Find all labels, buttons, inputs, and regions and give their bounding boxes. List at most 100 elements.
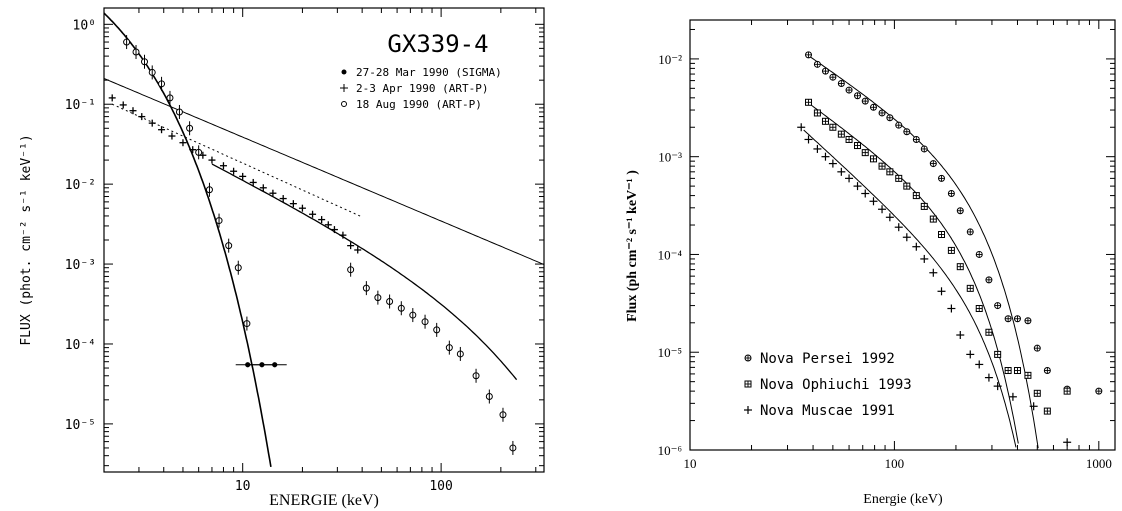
data-point <box>1063 438 1072 447</box>
data-point <box>1024 371 1032 379</box>
data-point <box>813 60 821 68</box>
data-point <box>805 51 813 59</box>
data-point <box>985 276 993 284</box>
data-point <box>837 130 845 138</box>
data-point <box>853 182 862 191</box>
data-point <box>929 215 937 223</box>
data-point <box>947 246 955 254</box>
legend: 27-28 Mar 1990 (SIGMA) 2-3 Apr 1990 (ART-… <box>340 66 502 111</box>
data-point <box>895 121 903 129</box>
data-point <box>108 94 116 102</box>
data-point <box>903 182 911 190</box>
data-point <box>821 117 829 125</box>
data-point <box>937 287 946 296</box>
y-tick-label: 10⁻⁴ <box>658 247 683 262</box>
data-point <box>499 407 507 422</box>
y-tick-label: 10⁻³ <box>658 150 682 165</box>
data-point <box>993 382 1002 391</box>
data-point <box>966 228 974 236</box>
x-axis-label: Energie (keV) <box>863 492 943 507</box>
data-point <box>1013 315 1021 323</box>
data-point <box>148 119 156 127</box>
chart-title: GX339-4 <box>387 30 488 58</box>
data-point <box>138 113 146 121</box>
y-ticks: 10⁰ 10⁻¹ 10⁻² 10⁻³ 10⁻⁴ 10⁻⁵ <box>65 18 544 467</box>
data-point <box>225 238 233 253</box>
data-point <box>362 281 370 296</box>
x-ticks: 10 100 <box>103 8 537 494</box>
data-point <box>869 103 877 111</box>
data-point <box>1004 367 1012 375</box>
data-point <box>837 80 845 88</box>
data-point <box>179 139 187 147</box>
x-tick-label: 1000 <box>1086 456 1112 471</box>
data-point <box>208 156 216 164</box>
data-point <box>472 368 480 383</box>
data-point <box>186 121 194 136</box>
legend-label: 2-3 Apr 1990 (ART-P) <box>356 82 488 95</box>
data-point <box>878 205 887 214</box>
data-point <box>929 268 938 277</box>
data-point <box>309 210 317 218</box>
data-point <box>956 263 964 271</box>
legend-label: 27-28 Mar 1990 (SIGMA) <box>356 66 502 79</box>
legend-item: 2-3 Apr 1990 (ART-P) <box>340 82 488 95</box>
data-point <box>298 204 306 212</box>
data-point <box>168 132 176 140</box>
data-point <box>886 168 894 176</box>
data-point <box>994 302 1002 310</box>
data-point <box>878 109 886 117</box>
data-point <box>938 230 946 238</box>
data-point <box>878 162 886 170</box>
data-point <box>947 304 956 313</box>
data-point <box>985 328 993 336</box>
data-point <box>886 114 894 122</box>
data-point <box>1024 317 1032 325</box>
legend-marker <box>744 354 752 362</box>
data-points <box>108 35 517 455</box>
legend-label: Nova Muscae 1991 <box>760 403 895 419</box>
data-point <box>421 314 429 329</box>
dotted-power-law <box>111 103 363 218</box>
legend-marker <box>744 380 752 388</box>
data-point <box>845 86 853 94</box>
legend-item: 27-28 Mar 1990 (SIGMA) <box>341 66 502 79</box>
x-ticks: 10 100 1000 <box>684 20 1112 471</box>
data-point <box>894 223 903 232</box>
y-tick-label: 10⁻² <box>658 52 682 67</box>
data-point <box>324 221 332 229</box>
data-point <box>975 305 983 313</box>
data-point <box>330 226 338 234</box>
data-point <box>912 135 920 143</box>
legend-item: Nova Ophiuchi 1993 <box>744 377 912 393</box>
data-point <box>339 231 347 239</box>
data-point <box>1029 402 1038 411</box>
data-point <box>397 301 405 316</box>
data-point <box>215 213 223 228</box>
plot-frame <box>689 19 1116 451</box>
data-point <box>1063 387 1071 395</box>
data-point <box>269 189 277 197</box>
data-point <box>374 290 382 305</box>
data-point <box>445 340 453 355</box>
data-point <box>141 54 149 69</box>
data-point <box>485 389 493 404</box>
data-point <box>861 149 869 157</box>
legend-label: 18 Aug 1990 (ART-P) <box>356 98 482 111</box>
data-point <box>813 144 822 153</box>
chart-novae: 10 100 1000 10⁻² 10⁻³ 10⁻⁴ 10⁻⁵ 10⁻⁶ Nova Pers… <box>625 19 1116 507</box>
data-point <box>243 316 251 331</box>
data-point <box>239 172 247 180</box>
data-point <box>912 242 921 251</box>
data-point <box>205 182 213 197</box>
data-point <box>854 92 862 100</box>
data-point <box>854 142 862 150</box>
y-axis-label: FLUX (phot. cm⁻² s⁻¹ keV⁻¹) <box>19 134 34 345</box>
data-point <box>805 98 813 106</box>
data-point <box>929 160 937 168</box>
data-point <box>975 360 984 369</box>
y-tick-label: 10⁻³ <box>65 258 96 273</box>
data-point <box>994 350 1002 358</box>
data-point <box>902 233 911 242</box>
x-tick-label: 100 <box>885 456 905 471</box>
